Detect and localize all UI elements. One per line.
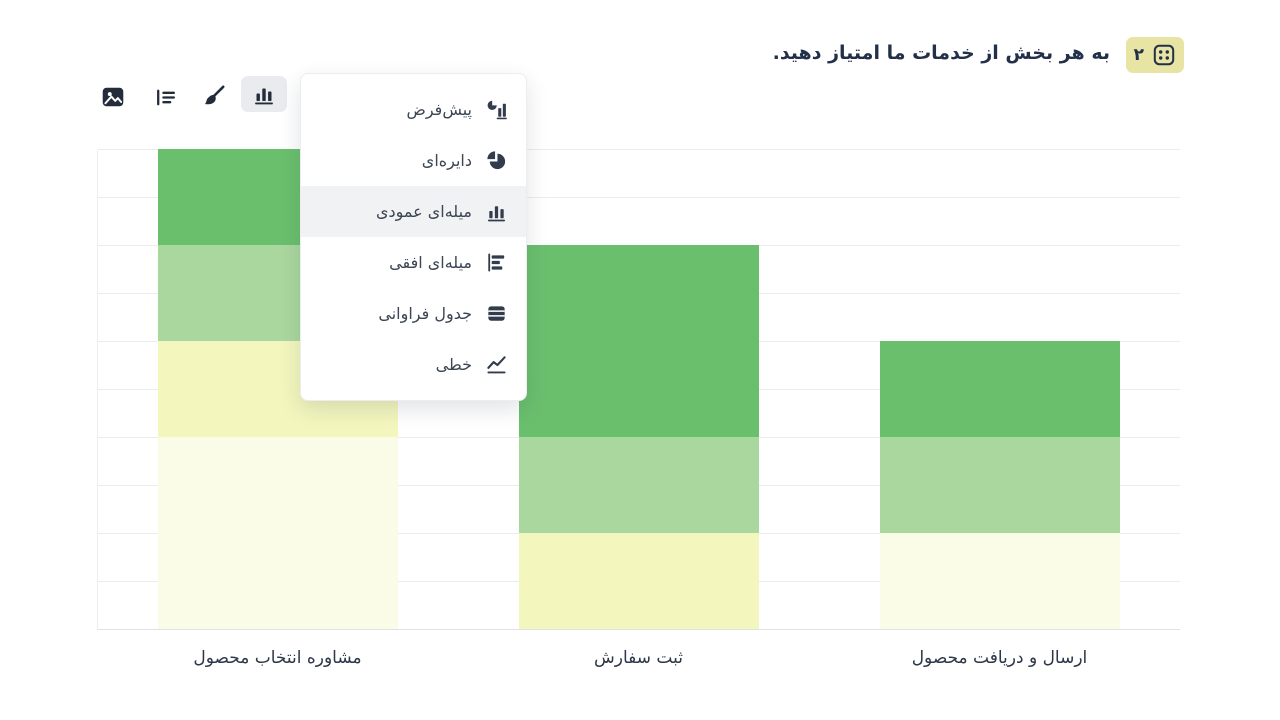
bar-column [819, 150, 1180, 629]
default-chart-icon [485, 98, 508, 121]
menu-item-pie[interactable]: دایره‌ای [301, 135, 526, 186]
bar-column [459, 150, 820, 629]
question-number: ۲ [1133, 45, 1144, 65]
bars-row [98, 149, 1180, 629]
bar-segment-light-green[interactable] [879, 437, 1120, 533]
stacked-bar[interactable] [519, 245, 759, 629]
gridline [98, 149, 1180, 150]
gridline [98, 197, 1180, 198]
menu-item-label: خطی [435, 355, 472, 374]
question-title: به هر بخش از خدمات ما امتیاز دهید. [772, 42, 1110, 64]
menu-item-horizontal-bar[interactable]: میله‌ای افقی [301, 237, 526, 288]
menu-item-label: میله‌ای عمودی [375, 202, 472, 221]
category-label: ثبت سفارش [594, 648, 683, 668]
question-number-badge[interactable]: ۲ [1125, 37, 1184, 73]
brush-button[interactable] [197, 79, 231, 113]
menu-item-label: پیش‌فرض [406, 100, 473, 119]
vertical-bar-chart-icon [485, 200, 508, 223]
image-button[interactable] [96, 80, 130, 114]
chart-type-button[interactable] [241, 76, 287, 112]
layout-button[interactable] [148, 80, 182, 114]
menu-item-label: جدول فراوانی [378, 304, 472, 323]
menu-item-frequency-table[interactable]: جدول فراوانی [301, 288, 526, 339]
bar-segment-dark-green[interactable] [879, 341, 1120, 437]
bar-segment-cream[interactable] [158, 437, 399, 629]
category-label: ارسال و دریافت محصول [911, 648, 1088, 668]
plot-area [97, 149, 1180, 630]
bar-segment-cream[interactable] [879, 533, 1120, 629]
bar-chart-icon [252, 82, 276, 106]
horizontal-bar-chart-icon [485, 251, 508, 274]
line-chart-icon [485, 353, 508, 376]
list-layout-icon [153, 85, 178, 110]
image-icon [100, 84, 126, 110]
menu-item-vertical-bar[interactable]: میله‌ای عمودی [301, 186, 526, 237]
bar-segment-light-green[interactable] [519, 437, 759, 533]
menu-item-line[interactable]: خطی [301, 339, 526, 390]
chart-type-menu: پیش‌فرض دایره‌ای میله‌ای عمودی [300, 73, 527, 401]
bar-segment-dark-green[interactable] [519, 245, 759, 437]
category-labels: مشاوره انتخاب محصول ثبت سفارش ارسال و دریا… [97, 631, 1180, 668]
stacked-bar[interactable] [879, 341, 1120, 629]
menu-item-label: دایره‌ای [421, 151, 472, 170]
menu-item-label: میله‌ای افقی [389, 253, 472, 272]
paintbrush-icon [201, 83, 227, 109]
bar-segment-yellow[interactable] [519, 533, 759, 629]
frequency-table-icon [485, 302, 508, 325]
menu-item-default[interactable]: پیش‌فرض [301, 84, 526, 135]
matrix-rating-icon [1152, 43, 1176, 67]
pie-chart-icon [485, 149, 508, 172]
category-label: مشاوره انتخاب محصول [193, 648, 362, 668]
